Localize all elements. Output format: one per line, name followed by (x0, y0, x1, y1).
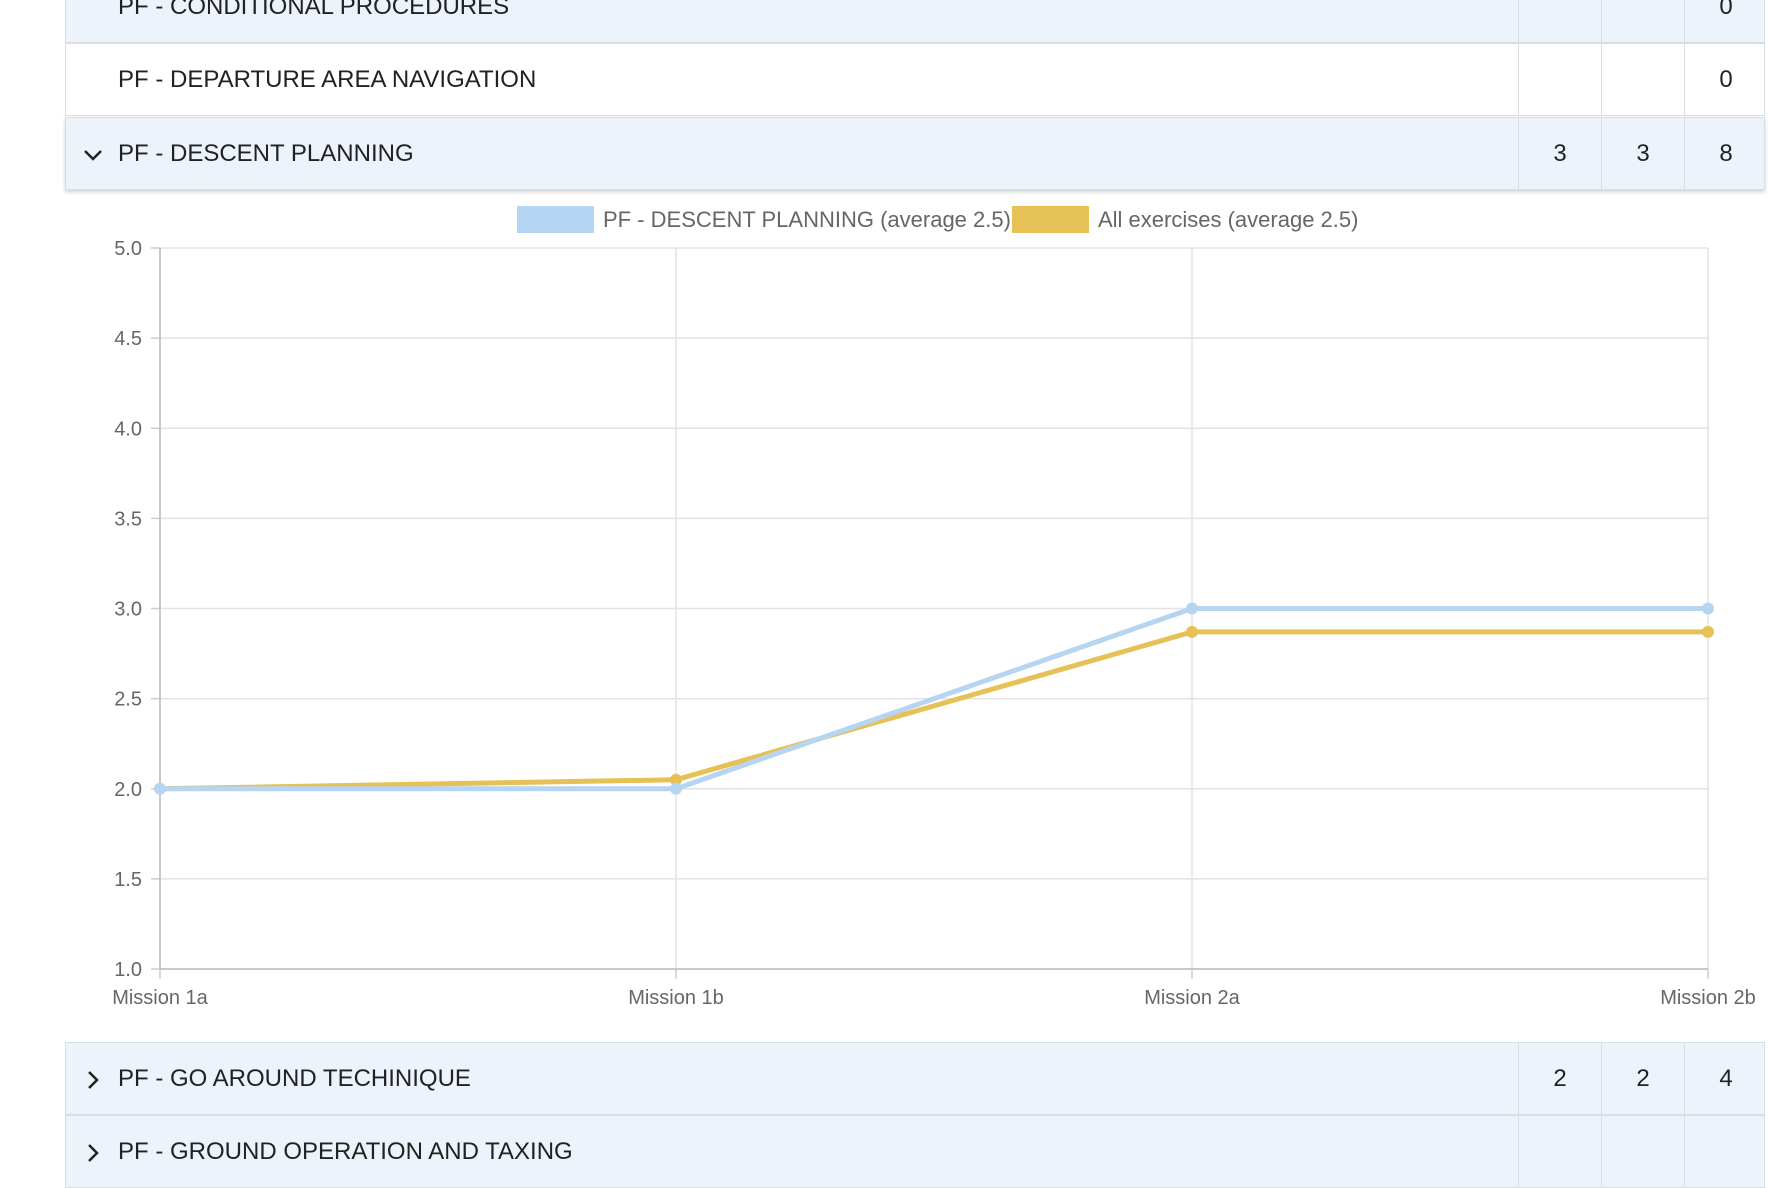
data-point (1186, 602, 1198, 615)
x-tick-label: Mission 2a (1144, 987, 1240, 1009)
chevron-icon[interactable] (82, 144, 104, 166)
data-point (154, 782, 166, 795)
legend-swatch (517, 206, 594, 233)
x-tick-label: Mission 1b (628, 987, 724, 1009)
table-cell (1601, 1116, 1684, 1187)
table-cell: 2 (1601, 1043, 1684, 1114)
table-cell (1518, 1116, 1601, 1187)
table-cell: 0 (1684, 44, 1767, 115)
y-tick-label: 1.5 (114, 869, 142, 891)
x-tick-label: Mission 2b (1660, 987, 1756, 1009)
table-row[interactable]: PF - DEPARTURE AREA NAVIGATION 0 (65, 43, 1765, 116)
table-row[interactable]: PF - GROUND OPERATION AND TAXING (65, 1115, 1765, 1188)
chart: 1.0 1.5 2.0 2.5 3.0 3.5 4.0 4.5 5.0 Mission 1a Mis… (112, 206, 1756, 1009)
data-point (670, 782, 682, 795)
row-label: PF - GO AROUND TECHINIQUE (118, 1064, 471, 1092)
y-tick-label: 3.5 (114, 508, 142, 530)
table-cell: 4 (1684, 1043, 1767, 1114)
series-line (159, 629, 1708, 792)
table-cell: 8 (1684, 118, 1767, 189)
data-point (670, 773, 682, 786)
table-cell (1518, 44, 1601, 115)
table-cell: 3 (1601, 118, 1684, 189)
row-label: PF - DEPARTURE AREA NAVIGATION (118, 65, 537, 93)
table-row[interactable]: PF - CONDITIONAL PROCEDURES 0 (65, 0, 1765, 43)
data-point (1702, 625, 1714, 638)
y-tick-label: 4.0 (114, 418, 142, 440)
table-cell (1684, 1116, 1767, 1187)
y-tick-label: 5.0 (114, 238, 142, 260)
row-label: PF - CONDITIONAL PROCEDURES (118, 0, 510, 20)
legend-swatch (1012, 206, 1089, 233)
y-tick-label: 2.0 (114, 779, 142, 801)
chevron-icon[interactable] (82, 1069, 104, 1091)
table-row[interactable]: PF - GO AROUND TECHINIQUE 2 2 4 (65, 1042, 1765, 1115)
y-tick-label: 1.0 (114, 959, 142, 981)
table-cell: 3 (1518, 118, 1601, 189)
table-row[interactable]: PF - DESCENT PLANNING 3 3 8 (65, 117, 1765, 190)
table-cell: 2 (1518, 1043, 1601, 1114)
page: {"rows":[ {"label":"PF - CONDITIONAL PRO… (65, 0, 1765, 1188)
table-cell (1601, 0, 1684, 42)
series-line (160, 606, 1708, 792)
legend-label: All exercises (average 2.5) (1098, 207, 1358, 232)
row-label: PF - DESCENT PLANNING (118, 139, 414, 167)
y-tick-label: 3.0 (114, 599, 142, 621)
data-point (1186, 625, 1198, 638)
x-tick-label: Mission 1a (112, 987, 208, 1009)
table-cell (1518, 0, 1601, 42)
row-label: PF - GROUND OPERATION AND TAXING (118, 1137, 573, 1165)
y-tick-label: 2.5 (114, 689, 142, 711)
y-tick-label: 4.5 (114, 328, 142, 350)
table-cell: 0 (1684, 0, 1767, 42)
data-point (1702, 602, 1714, 615)
table-cell (1601, 44, 1684, 115)
legend-label: PF - DESCENT PLANNING (average 2.5) (603, 207, 1011, 232)
chevron-icon[interactable] (82, 1142, 104, 1164)
